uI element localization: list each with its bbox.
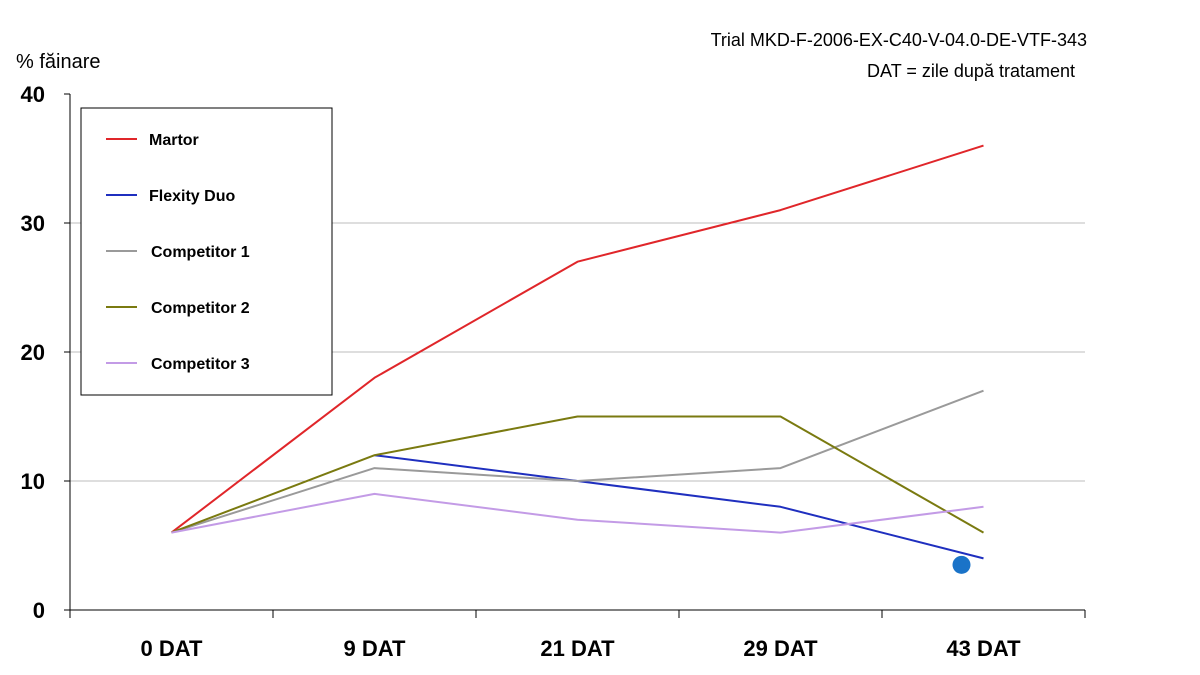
- x-tick-label: 29 DAT: [743, 636, 818, 661]
- y-axis-label: % făinare: [16, 51, 101, 73]
- trial-annotation: Trial MKD-F-2006-EX-C40-V-04.0-DE-VTF-34…: [711, 30, 1087, 50]
- series-line-competitor-1: [171, 389, 984, 534]
- legend-label: Flexity Duo: [149, 188, 235, 205]
- legend-label: Competitor 2: [151, 300, 250, 317]
- y-tick-label: 30: [21, 211, 45, 236]
- x-tick-labels: 0 DAT 9 DAT 21 DAT 29 DAT 43 DAT: [141, 636, 1022, 661]
- axes: [64, 93, 1086, 618]
- legend-label: Martor: [149, 132, 199, 149]
- dat-note-annotation: DAT = zile după tratament: [867, 61, 1075, 81]
- series-line-martor: [170, 144, 984, 534]
- highlight-marker: [952, 555, 971, 574]
- x-tick-label: 0 DAT: [141, 636, 203, 661]
- legend-label: Competitor 1: [151, 244, 250, 261]
- series-line-competitor-3: [171, 492, 984, 534]
- series-lines: [170, 144, 984, 560]
- y-tick-label: 0: [33, 598, 45, 623]
- y-tick-label: 40: [21, 82, 45, 107]
- legend-label: Competitor 3: [151, 356, 250, 373]
- series-line-flexity-duo: [374, 454, 984, 560]
- series-line-competitor-2: [171, 415, 984, 534]
- marker-dot: [952, 555, 971, 574]
- y-tick-label: 10: [21, 469, 45, 494]
- x-tick-label: 43 DAT: [946, 636, 1021, 661]
- y-tick-label: 20: [21, 340, 45, 365]
- x-tick-label: 21 DAT: [540, 636, 615, 661]
- y-tick-labels: 0 10 20 30 40: [21, 82, 45, 623]
- x-tick-label: 9 DAT: [344, 636, 406, 661]
- legend: Martor Flexity Duo Competitor 1 Competitor …: [80, 107, 333, 396]
